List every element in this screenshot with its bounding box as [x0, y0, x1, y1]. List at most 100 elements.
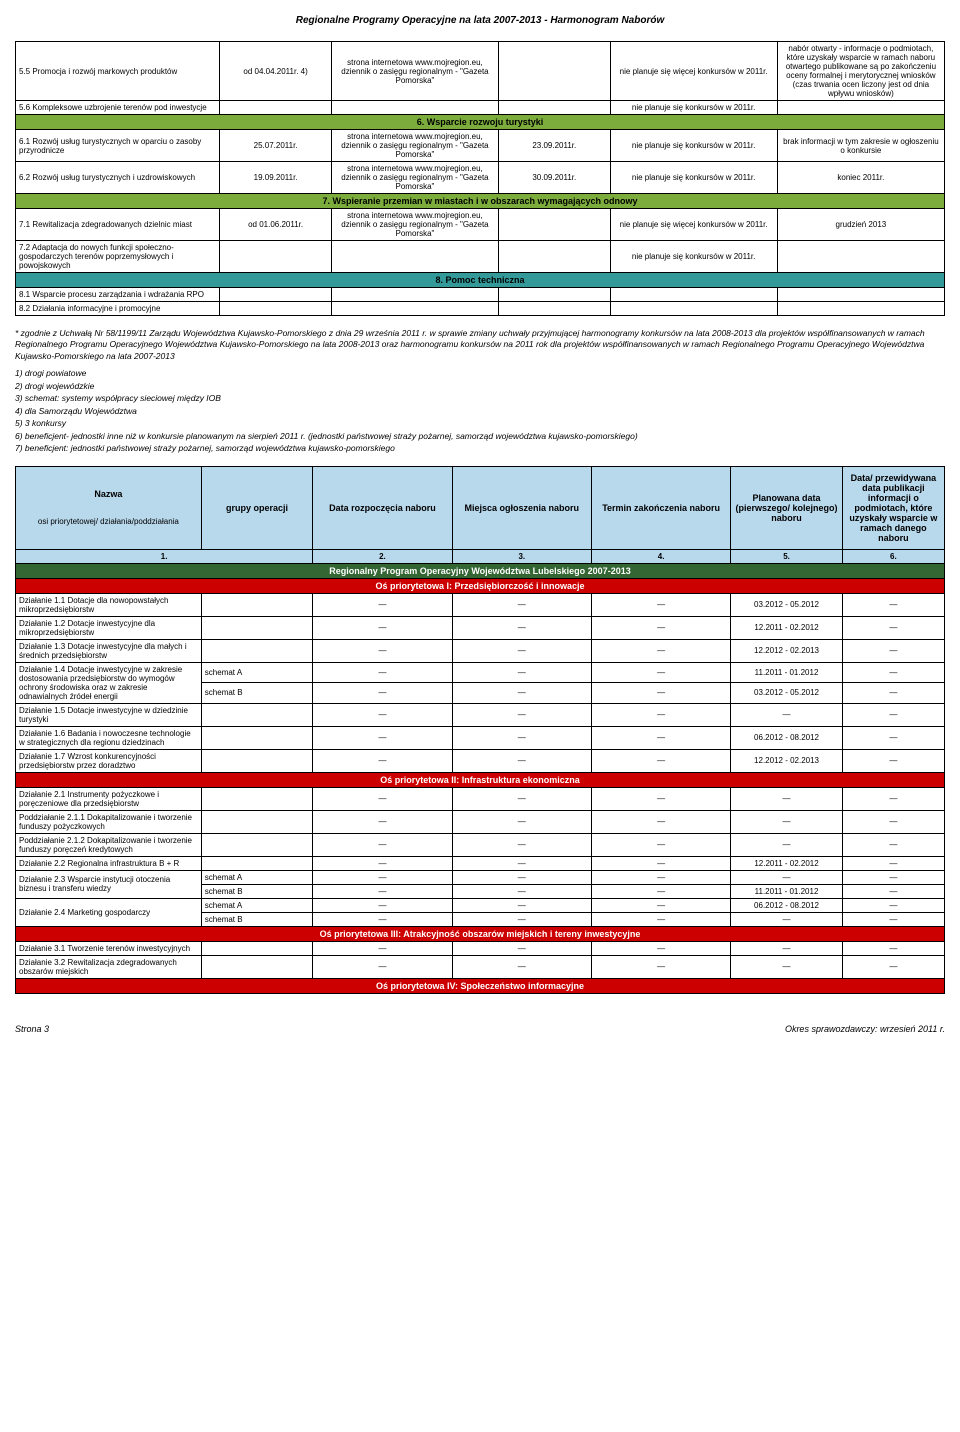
cell: —	[591, 662, 730, 683]
cell	[777, 241, 944, 273]
cell: 5.6 Kompleksowe uzbrojenie terenów pod i…	[16, 101, 220, 115]
cell: 25.07.2011r.	[220, 130, 331, 162]
cell: 6. Wsparcie rozwoju turystyki	[16, 115, 945, 130]
cell: 03.2012 - 05.2012	[731, 593, 842, 616]
cell: —	[591, 833, 730, 856]
cell: —	[452, 856, 591, 870]
cell: 5.	[731, 549, 842, 563]
cell	[499, 209, 610, 241]
cell: —	[842, 856, 944, 870]
cell: —	[842, 833, 944, 856]
header-cell: Termin zakończenia naboru	[591, 466, 730, 549]
cell: schemat A	[201, 898, 312, 912]
cell: —	[731, 787, 842, 810]
cell	[220, 101, 331, 115]
cell: —	[591, 749, 730, 772]
cell: —	[591, 683, 730, 704]
cell: schemat A	[201, 662, 312, 683]
cell: —	[842, 749, 944, 772]
cell: —	[591, 726, 730, 749]
cell: 3.	[452, 549, 591, 563]
cell: Działanie 1.6 Badania i nowoczesne techn…	[16, 726, 202, 749]
cell: Działanie 1.5 Dotacje inwestycyjne w dzi…	[16, 703, 202, 726]
cell	[201, 856, 312, 870]
footer-right: Okres sprawozdawczy: wrzesień 2011 r.	[785, 1024, 945, 1034]
cell: strona internetowa www.mojregion.eu, dzi…	[331, 162, 498, 194]
cell: Działanie 3.1 Tworzenie terenów inwestyc…	[16, 941, 202, 955]
cell: —	[313, 898, 452, 912]
cell: Działanie 1.4 Dotacje inwestycyjne w zak…	[16, 662, 202, 703]
cell	[777, 302, 944, 316]
cell: —	[452, 787, 591, 810]
cell	[201, 749, 312, 772]
cell: —	[452, 616, 591, 639]
cell: —	[452, 898, 591, 912]
cell	[201, 941, 312, 955]
cell	[499, 101, 610, 115]
cell: nie planuje się więcej konkursów w 2011r…	[610, 209, 777, 241]
cell: —	[452, 703, 591, 726]
footnote: 2) drogi wojewódzkie	[15, 381, 945, 392]
cell	[201, 810, 312, 833]
cell: —	[313, 683, 452, 704]
cell: schemat A	[201, 870, 312, 884]
cell: —	[452, 683, 591, 704]
cell: schemat B	[201, 912, 312, 926]
cell: od 01.06.2011r.	[220, 209, 331, 241]
cell: —	[591, 856, 730, 870]
cell: —	[452, 833, 591, 856]
cell	[610, 302, 777, 316]
cell: koniec 2011r.	[777, 162, 944, 194]
footnote: 5) 3 konkursy	[15, 418, 945, 429]
table-kujawsko: 5.5 Promocja i rozwój markowych produktó…	[15, 41, 945, 316]
cell	[331, 288, 498, 302]
header-cell: Data rozpoczęcia naboru	[313, 466, 452, 549]
cell: nie planuje się więcej konkursów w 2011r…	[610, 42, 777, 101]
cell: —	[591, 955, 730, 978]
cell: —	[731, 912, 842, 926]
cell: nie planuje się konkursów w 2011r.	[610, 101, 777, 115]
cell: strona internetowa www.mojregion.eu, dzi…	[331, 42, 498, 101]
cell: 06.2012 - 08.2012	[731, 898, 842, 912]
footnote: 1) drogi powiatowe	[15, 368, 945, 379]
cell: 11.2011 - 01.2012	[731, 662, 842, 683]
cell: —	[731, 833, 842, 856]
header-cell: Planowana data (pierwszego/ kolejnego) n…	[731, 466, 842, 549]
cell: —	[842, 726, 944, 749]
cell: nabór otwarty - informacje o podmiotach,…	[777, 42, 944, 101]
footnote: 3) schemat: systemy współpracy sieciowej…	[15, 393, 945, 404]
cell: —	[313, 884, 452, 898]
cell: —	[842, 703, 944, 726]
cell: —	[313, 870, 452, 884]
cell: Działanie 1.1 Dotacje dla nowopowstałych…	[16, 593, 202, 616]
cell: 7.2 Adaptacja do nowych funkcji społeczn…	[16, 241, 220, 273]
cell	[331, 302, 498, 316]
cell	[220, 288, 331, 302]
notes-block: * zgodnie z Uchwałą Nr 58/1199/11 Zarząd…	[15, 328, 945, 455]
cell: —	[452, 870, 591, 884]
cell: 8.2 Działania informacyjne i promocyjne	[16, 302, 220, 316]
cell: —	[731, 955, 842, 978]
cell: —	[842, 593, 944, 616]
cell	[499, 302, 610, 316]
cell: Regionalny Program Operacyjny Województw…	[16, 563, 945, 578]
header-cell: grupy operacji	[201, 466, 312, 549]
cell: Działanie 1.7 Wzrost konkurencyjności pr…	[16, 749, 202, 772]
cell: 8.1 Wsparcie procesu zarządzania i wdraż…	[16, 288, 220, 302]
cell	[220, 302, 331, 316]
cell: 4.	[591, 549, 730, 563]
cell: strona internetowa www.mojregion.eu, dzi…	[331, 130, 498, 162]
cell: 12.2012 - 02.2013	[731, 639, 842, 662]
cell: schemat B	[201, 884, 312, 898]
cell: Działanie 1.2 Dotacje inwestycyjne dla m…	[16, 616, 202, 639]
cell: —	[313, 833, 452, 856]
cell	[201, 593, 312, 616]
header-cell: Miejsca ogłoszenia naboru	[452, 466, 591, 549]
cell: brak informacji w tym zakresie w ogłosze…	[777, 130, 944, 162]
cell: Oś priorytetowa IV: Społeczeństwo inform…	[16, 978, 945, 993]
cell	[777, 101, 944, 115]
cell: od 04.04.2011r. 4)	[220, 42, 331, 101]
cell: —	[452, 955, 591, 978]
cell: —	[842, 787, 944, 810]
footnote: 7) beneficjent: jednostki państwowej str…	[15, 443, 945, 454]
